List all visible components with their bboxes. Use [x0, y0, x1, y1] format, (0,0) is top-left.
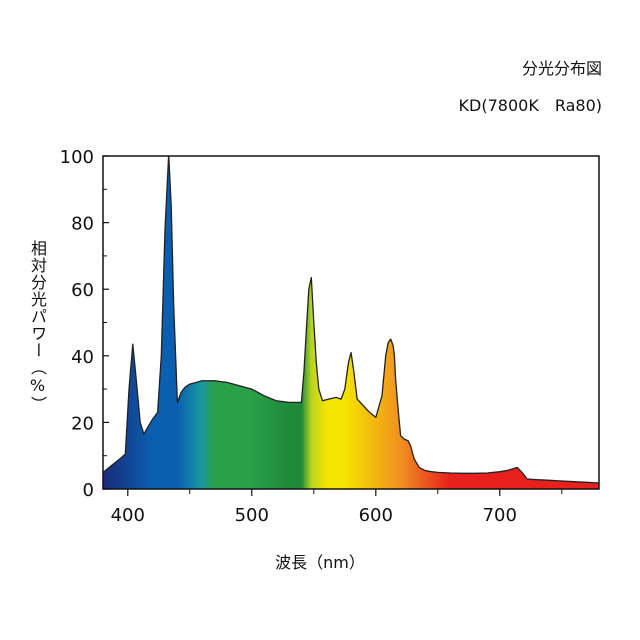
y-tick-label: 80 [71, 214, 94, 235]
y-tick-label: 40 [71, 347, 94, 368]
y-axis-label: 相対分光パワー（%） [28, 240, 47, 413]
chart-title: 分光分布図 [521, 59, 602, 78]
x-tick-label: 500 [235, 505, 269, 526]
spectrum-line-0 [103, 156, 599, 484]
x-tick-label: 700 [483, 505, 517, 526]
x-tick-label: 600 [359, 505, 393, 526]
y-tick-label: 20 [71, 413, 94, 434]
chart-subtitle: KD(7800K Ra80) [458, 96, 602, 115]
spectrum-area-0 [103, 156, 599, 489]
y-tick-label: 100 [60, 147, 94, 168]
x-tick-label: 400 [111, 505, 145, 526]
y-tick-label: 0 [83, 480, 94, 501]
x-axis-label: 波長（nm） [275, 553, 365, 572]
y-tick-label: 60 [71, 280, 94, 301]
